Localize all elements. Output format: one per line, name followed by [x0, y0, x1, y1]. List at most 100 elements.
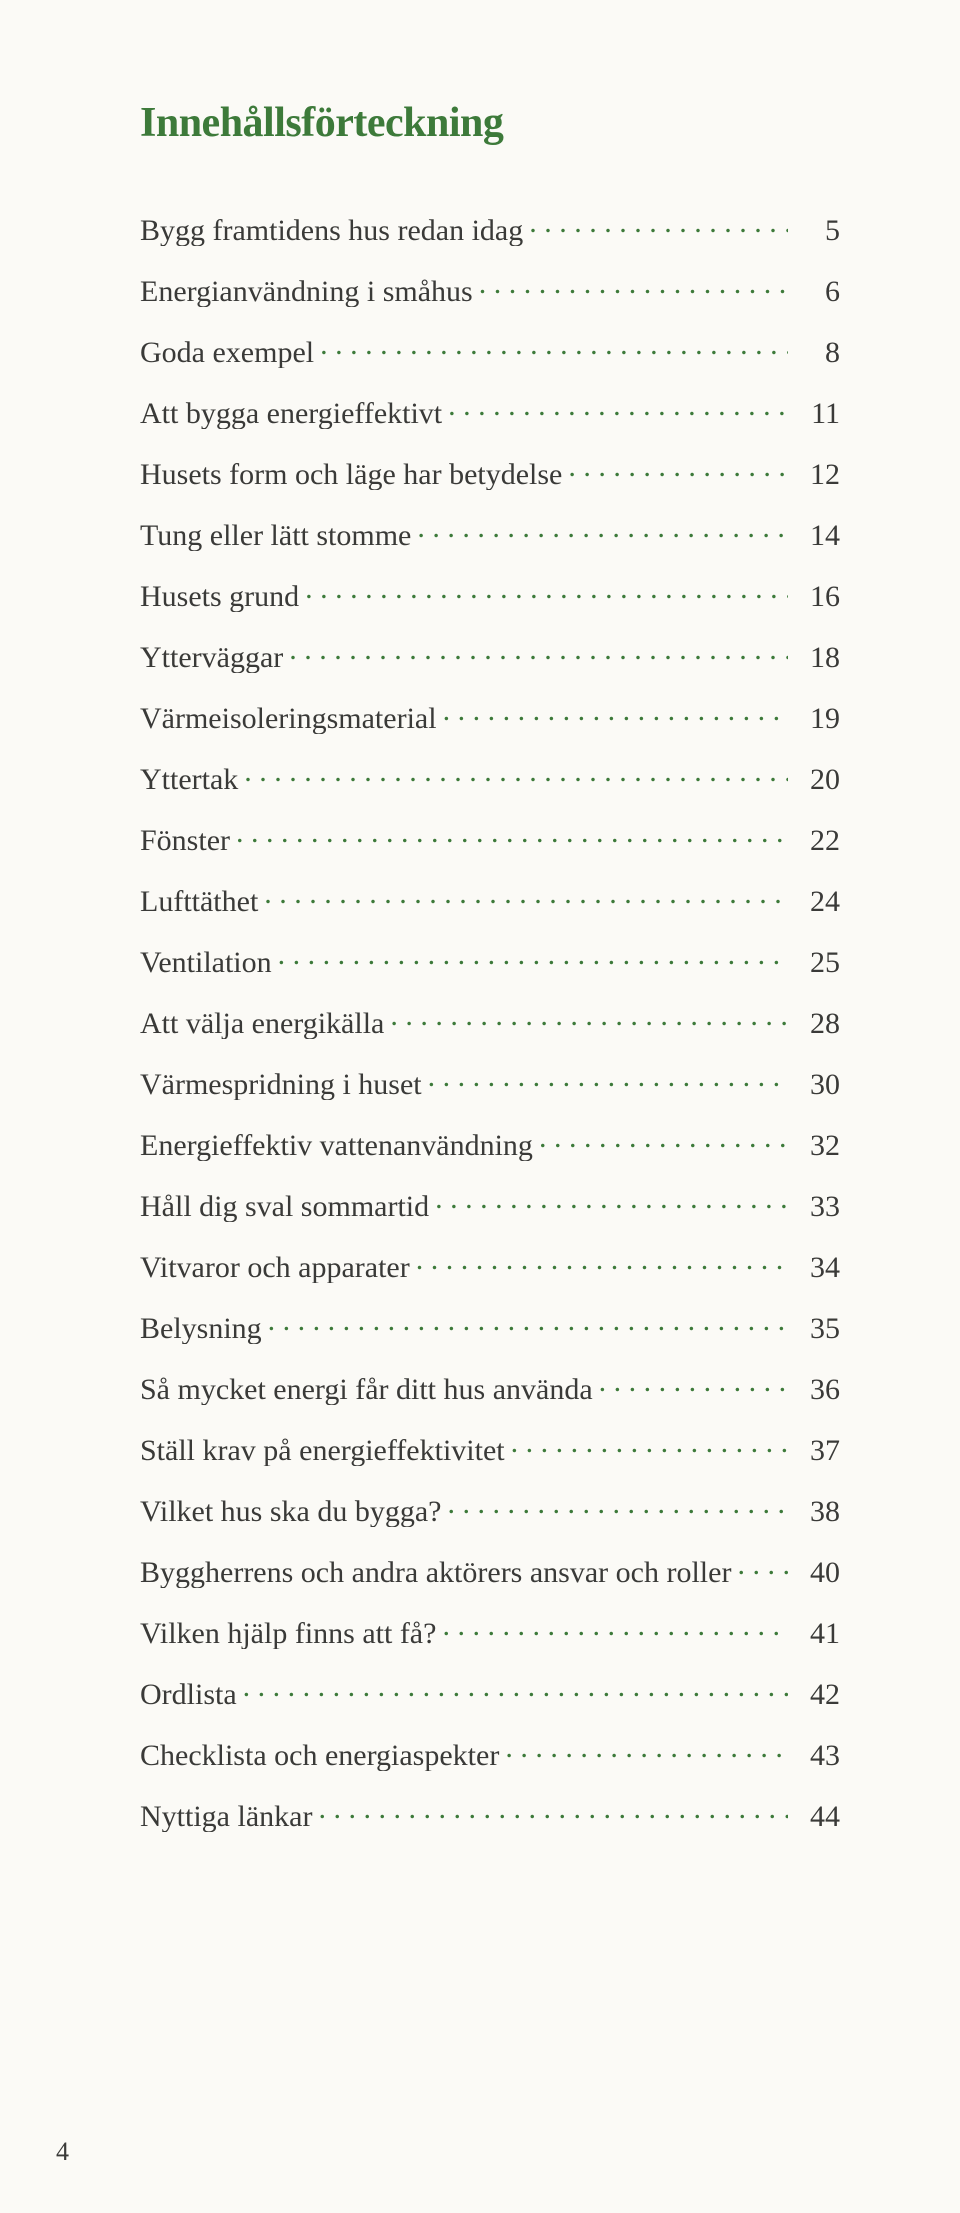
toc-row: Ordlista 42 — [140, 1674, 840, 1710]
page-number: 4 — [56, 2137, 69, 2167]
toc-entry-label: Husets form och läge har betydelse — [140, 460, 562, 490]
toc-row: Vilket hus ska du bygga? 38 — [140, 1491, 840, 1527]
toc-leader-dots — [318, 1796, 788, 1826]
toc-entry-page: 42 — [794, 1680, 840, 1710]
toc-entry-page: 11 — [794, 399, 840, 429]
toc-entry-label: Energianvändning i småhus — [140, 277, 473, 307]
toc-leader-dots — [539, 1125, 788, 1155]
toc-entry-label: Ställ krav på energieffektivitet — [140, 1436, 505, 1466]
toc-leader-dots — [447, 1491, 788, 1521]
toc-leader-dots — [268, 1308, 788, 1338]
toc-row: Värmeisoleringsmaterial19 — [140, 698, 840, 734]
toc-entry-label: Vilken hjälp finns att få? — [140, 1619, 436, 1649]
toc-leader-dots — [278, 942, 788, 972]
toc-entry-page: 34 — [794, 1253, 840, 1283]
toc-entry-page: 35 — [794, 1314, 840, 1344]
toc-entry-label: Belysning — [140, 1314, 262, 1344]
document-page: Innehållsförteckning Bygg framtidens hus… — [0, 0, 960, 2213]
toc-entry-label: Checklista och energiaspekter — [140, 1741, 499, 1771]
toc-leader-dots — [289, 637, 788, 667]
toc-row: Nyttiga länkar 44 — [140, 1796, 840, 1832]
toc-row: Vilken hjälp finns att få? 41 — [140, 1613, 840, 1649]
toc-row: Lufttäthet24 — [140, 881, 840, 917]
toc-entry-label: Att välja energikälla — [140, 1009, 384, 1039]
toc-entry-page: 38 — [794, 1497, 840, 1527]
toc-row: Så mycket energi får ditt hus använda 36 — [140, 1369, 840, 1405]
toc-entry-label: Husets grund — [140, 582, 299, 612]
toc-entry-page: 20 — [794, 765, 840, 795]
toc-entry-page: 16 — [794, 582, 840, 612]
toc-entry-page: 40 — [794, 1558, 840, 1588]
toc-row: Yttertak20 — [140, 759, 840, 795]
toc-entry-page: 28 — [794, 1009, 840, 1039]
toc-entry-page: 36 — [794, 1375, 840, 1405]
toc-row: Fönster22 — [140, 820, 840, 856]
toc-row: Tung eller lätt stomme 14 — [140, 515, 840, 551]
toc-leader-dots — [390, 1003, 788, 1033]
toc-leader-dots — [417, 515, 788, 545]
toc-row: Att bygga energieffektivt 11 — [140, 393, 840, 429]
toc-entry-label: Värmespridning i huset — [140, 1070, 422, 1100]
toc-row: Vitvaror och apparater 34 — [140, 1247, 840, 1283]
toc-leader-dots — [599, 1369, 788, 1399]
toc-row: Värmespridning i huset 30 — [140, 1064, 840, 1100]
toc-leader-dots — [236, 820, 788, 850]
toc-leader-dots — [529, 210, 788, 240]
toc-entry-page: 24 — [794, 887, 840, 917]
toc-leader-dots — [320, 332, 788, 362]
toc-entry-label: Nyttiga länkar — [140, 1802, 312, 1832]
toc-entry-page: 32 — [794, 1131, 840, 1161]
toc-entry-label: Håll dig sval sommartid — [140, 1192, 429, 1222]
toc-entry-label: Vilket hus ska du bygga? — [140, 1497, 441, 1527]
toc-entry-page: 8 — [794, 338, 840, 368]
toc-leader-dots — [505, 1735, 788, 1765]
toc-leader-dots — [448, 393, 788, 423]
toc-row: Husets form och läge har betydelse 12 — [140, 454, 840, 490]
toc-row: Energianvändning i småhus 6 — [140, 271, 840, 307]
toc-entry-label: Så mycket energi får ditt hus använda — [140, 1375, 593, 1405]
toc-entry-page: 44 — [794, 1802, 840, 1832]
toc-entry-label: Energieffektiv vattenanvändning — [140, 1131, 533, 1161]
toc-entry-label: Ordlista — [140, 1680, 237, 1710]
toc-leader-dots — [568, 454, 788, 484]
toc-entry-page: 25 — [794, 948, 840, 978]
toc-leader-dots — [442, 1613, 788, 1643]
toc-leader-dots — [511, 1430, 788, 1460]
toc-row: Goda exempel 8 — [140, 332, 840, 368]
toc-entry-label: Att bygga energieffektivt — [140, 399, 442, 429]
toc-row: Byggherrens och andra aktörers ansvar oc… — [140, 1552, 840, 1588]
toc-row: Ytterväggar18 — [140, 637, 840, 673]
toc-entry-page: 30 — [794, 1070, 840, 1100]
toc-row: Belysning 35 — [140, 1308, 840, 1344]
toc-row: Energieffektiv vattenanvändning 32 — [140, 1125, 840, 1161]
toc-row: Ställ krav på energieffektivitet37 — [140, 1430, 840, 1466]
toc-entry-label: Goda exempel — [140, 338, 314, 368]
toc-row: Att välja energikälla 28 — [140, 1003, 840, 1039]
toc-leader-dots — [428, 1064, 788, 1094]
toc-entry-page: 19 — [794, 704, 840, 734]
toc-row: Husets grund 16 — [140, 576, 840, 612]
toc-entry-page: 43 — [794, 1741, 840, 1771]
toc-entry-page: 41 — [794, 1619, 840, 1649]
toc-row: Håll dig sval sommartid33 — [140, 1186, 840, 1222]
toc-entry-label: Vitvaror och apparater — [140, 1253, 410, 1283]
toc-entry-page: 6 — [794, 277, 840, 307]
toc-leader-dots — [479, 271, 788, 301]
toc-entry-label: Ventilation — [140, 948, 272, 978]
toc-entry-label: Ytterväggar — [140, 643, 283, 673]
page-title: Innehållsförteckning — [140, 100, 840, 146]
toc-leader-dots — [243, 1674, 788, 1704]
toc-leader-dots — [244, 759, 788, 789]
toc-row: Ventilation 25 — [140, 942, 840, 978]
toc-entry-page: 12 — [794, 460, 840, 490]
toc-leader-dots — [264, 881, 788, 911]
toc-leader-dots — [443, 698, 788, 728]
toc-entry-page: 14 — [794, 521, 840, 551]
toc-leader-dots — [435, 1186, 788, 1216]
toc-row: Checklista och energiaspekter 43 — [140, 1735, 840, 1771]
toc-leader-dots — [416, 1247, 788, 1277]
toc-entry-label: Bygg framtidens hus redan idag — [140, 216, 523, 246]
table-of-contents: Bygg framtidens hus redan idag 5 Energianv… — [140, 210, 840, 1832]
toc-entry-label: Tung eller lätt stomme — [140, 521, 411, 551]
toc-entry-page: 5 — [794, 216, 840, 246]
